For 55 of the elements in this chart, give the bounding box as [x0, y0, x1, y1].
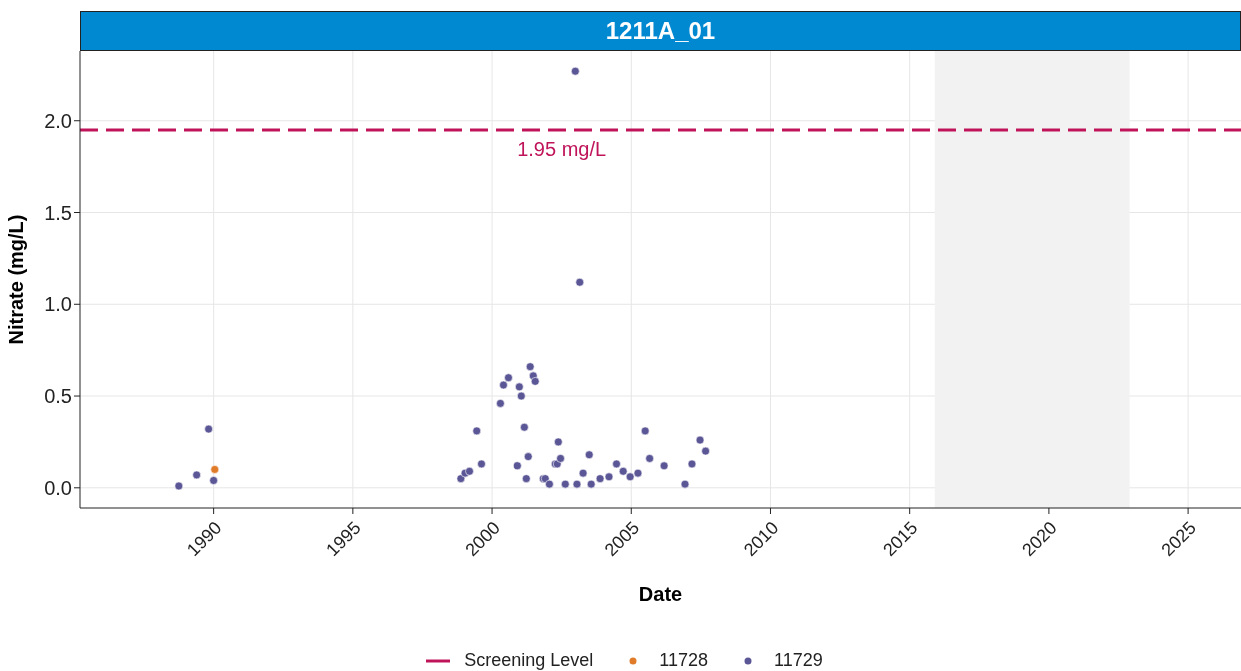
point	[472, 426, 482, 436]
legend-label: 11729	[774, 650, 823, 671]
y-tick-label: 0.5	[44, 385, 72, 408]
point	[701, 446, 710, 456]
point	[496, 399, 505, 408]
point	[572, 479, 582, 489]
point	[695, 435, 705, 445]
y-tick-label: 1.0	[44, 293, 72, 316]
point	[554, 437, 563, 447]
point	[560, 479, 570, 489]
point	[578, 468, 588, 478]
point	[618, 466, 628, 476]
point	[523, 452, 533, 461]
point	[575, 277, 585, 287]
legend-label: Screening Level	[464, 650, 594, 671]
point	[586, 479, 596, 489]
annotation: 1.95 mg/L	[517, 138, 607, 161]
point	[545, 479, 554, 489]
point	[633, 468, 643, 478]
point	[504, 373, 513, 382]
point	[556, 454, 565, 463]
point	[513, 461, 522, 471]
point	[515, 382, 524, 392]
point	[584, 450, 594, 460]
point	[456, 474, 466, 483]
point	[192, 470, 201, 480]
point	[204, 424, 213, 434]
point	[612, 459, 621, 469]
y-tick-label: 1.5	[44, 201, 72, 224]
point	[680, 479, 690, 489]
point	[595, 474, 605, 483]
point	[499, 380, 508, 390]
point	[516, 391, 526, 401]
point	[465, 466, 474, 476]
point	[571, 66, 580, 76]
point	[625, 472, 635, 482]
point	[604, 472, 614, 482]
chart-title: 1211A_01	[80, 11, 1241, 51]
x-axis-title: Date	[638, 583, 683, 605]
y-tick-label: 0.0	[44, 476, 72, 499]
point	[687, 459, 697, 469]
point	[525, 362, 535, 371]
y-tick-label: 2.0	[44, 109, 72, 132]
point	[174, 481, 184, 491]
point	[522, 474, 531, 483]
point	[645, 454, 654, 463]
point	[530, 377, 540, 386]
point	[477, 459, 486, 469]
point	[209, 476, 218, 485]
point	[520, 422, 529, 432]
legend-label: 11728	[659, 650, 709, 671]
point	[659, 461, 669, 471]
point	[210, 465, 220, 474]
y-axis-title: Nitrate (mg/L)	[5, 214, 28, 345]
point	[640, 426, 650, 436]
